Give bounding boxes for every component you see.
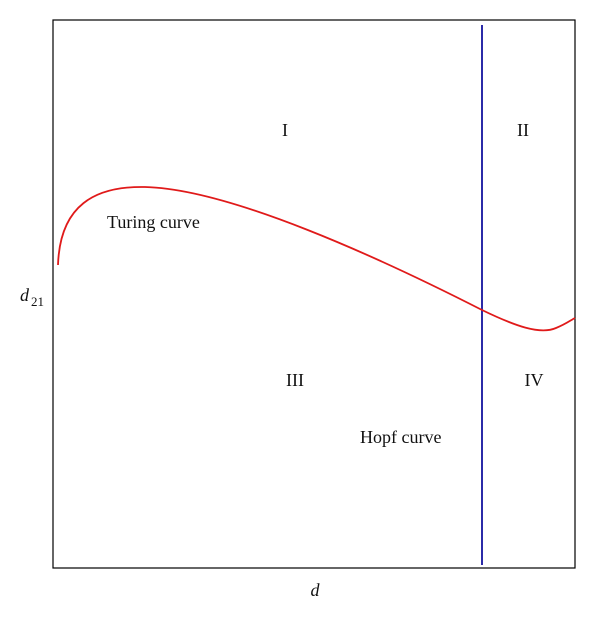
- region-label: II: [517, 120, 529, 140]
- curve-label: Hopf curve: [360, 427, 441, 447]
- x-axis-label: d: [311, 580, 321, 600]
- region-label: IV: [525, 370, 544, 390]
- region-label: I: [282, 120, 288, 140]
- turing-curve: [57, 186, 576, 332]
- y-axis-label: d: [20, 285, 30, 305]
- curve-label: Turing curve: [107, 212, 200, 232]
- region-label: III: [286, 370, 304, 390]
- y-axis-subscript: 21: [31, 294, 44, 309]
- frame: [52, 19, 576, 569]
